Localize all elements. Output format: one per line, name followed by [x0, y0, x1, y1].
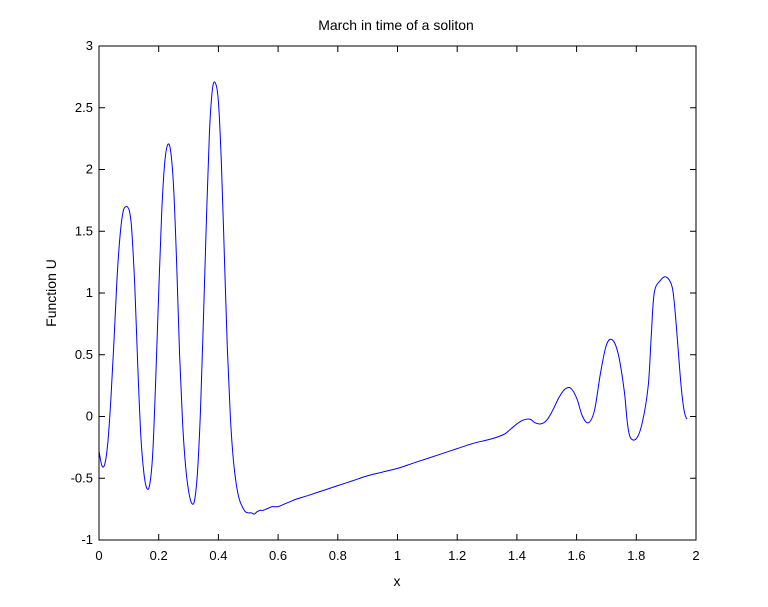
- y-tick-label: 2: [86, 162, 93, 177]
- x-tick-label: 0.2: [150, 548, 168, 563]
- chart-title: March in time of a soliton: [318, 17, 474, 33]
- y-tick-label: -1: [81, 532, 93, 547]
- y-tick-label: 0.5: [75, 347, 93, 362]
- x-tick-label: 0.8: [329, 548, 347, 563]
- x-tick-label: 0.4: [209, 548, 227, 563]
- y-tick-label: -0.5: [71, 470, 93, 485]
- x-tick-label: 0: [95, 548, 102, 563]
- x-tick-label: 1.8: [627, 548, 645, 563]
- x-tick-label: 1: [394, 548, 401, 563]
- x-tick-label: 1.2: [448, 548, 466, 563]
- plot-area-frame: [98, 45, 697, 541]
- series-line-U: [98, 81, 688, 515]
- y-tick-label: 0: [86, 409, 93, 424]
- y-tick-label: 1.5: [75, 223, 93, 238]
- y-tick-label: 2.5: [75, 100, 93, 115]
- x-tick-label: 1.6: [568, 548, 586, 563]
- y-tick-label: 1: [86, 285, 93, 300]
- y-axis-ticks: -1 -0.5 0 0.5 1 1.5 2 2.5 3: [71, 38, 696, 547]
- x-axis-ticks: 0 0.2 0.4 0.6 0.8 1 1.2 1.4 1.6 1.8 2: [95, 46, 700, 563]
- x-tick-label: 0.6: [269, 548, 287, 563]
- x-axis-label: x: [394, 573, 401, 589]
- y-tick-label: 3: [86, 38, 93, 53]
- x-tick-label: 1.4: [508, 548, 526, 563]
- y-axis-label: Function U: [43, 259, 59, 327]
- x-tick-label: 2: [692, 548, 699, 563]
